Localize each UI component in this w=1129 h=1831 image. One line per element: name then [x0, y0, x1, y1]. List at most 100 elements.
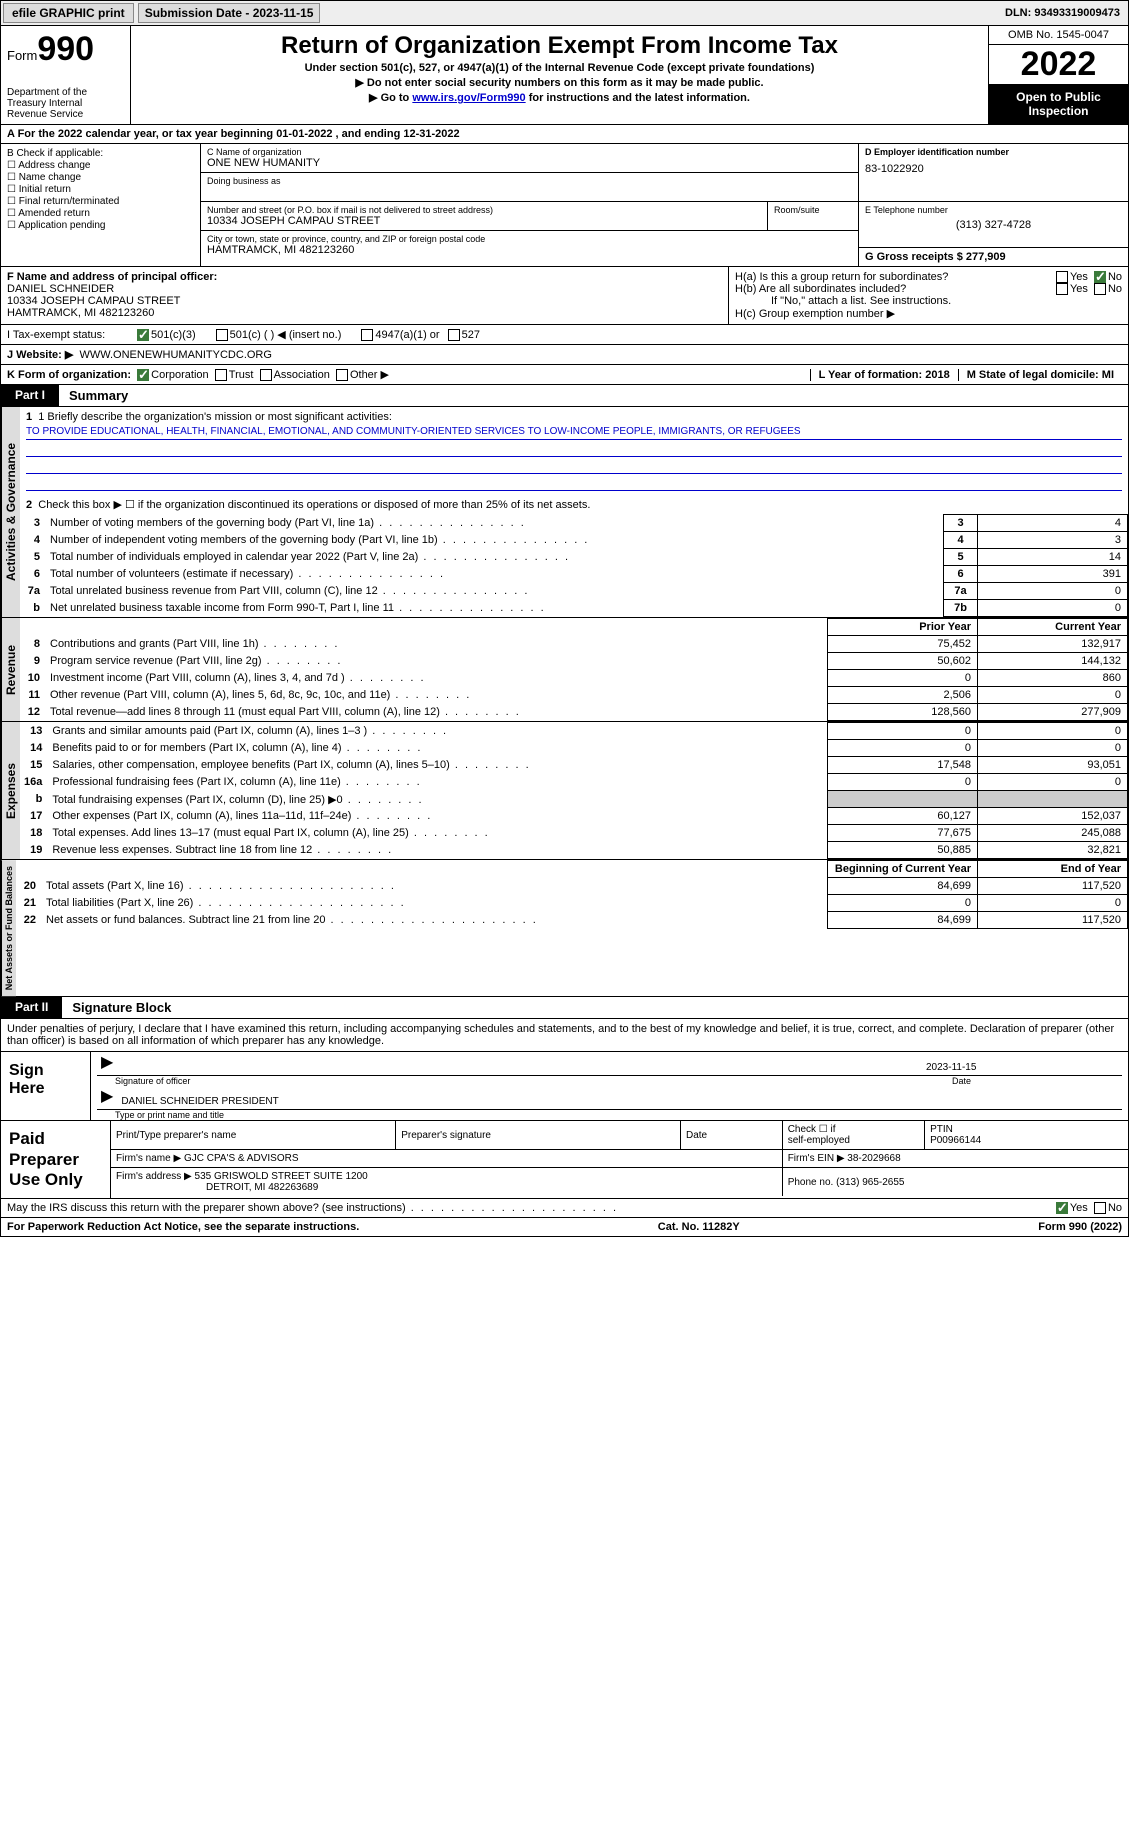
year-formation: L Year of formation: 2018: [810, 369, 958, 381]
mission-blank1: [26, 443, 1122, 457]
ha-no[interactable]: [1094, 271, 1106, 283]
q2: 2 Check this box ▶ ☐ if the organization…: [20, 495, 1128, 514]
ein-value: 83-1022920: [865, 157, 1122, 175]
activities-governance: Activities & Governance 1 1 Briefly desc…: [0, 407, 1129, 618]
page-footer: For Paperwork Reduction Act Notice, see …: [0, 1218, 1129, 1237]
prep-sig-hdr: Preparer's signature: [396, 1121, 681, 1150]
chk-527[interactable]: [448, 329, 460, 341]
paid-preparer: Paid Preparer Use Only Print/Type prepar…: [0, 1121, 1129, 1199]
top-bar: efile GRAPHIC print Submission Date - 20…: [0, 0, 1129, 26]
vtab-activities: Activities & Governance: [1, 407, 20, 617]
chk-assoc[interactable]: [260, 369, 272, 381]
calendar-year-line: A For the 2022 calendar year, or tax yea…: [0, 125, 1129, 144]
part1-title: Summary: [59, 385, 138, 406]
chk-corp[interactable]: [137, 369, 149, 381]
prep-ptin: PTINP00966144: [925, 1121, 1128, 1150]
governance-table: 3Number of voting members of the governi…: [20, 514, 1128, 617]
firm-addr: Firm's address ▶ 535 GRISWOLD STREET SUI…: [111, 1168, 782, 1197]
section-j: J Website: ▶ WWW.ONENEWHUMANITYCDC.ORG: [0, 345, 1129, 365]
chk-501c[interactable]: [216, 329, 228, 341]
sig-date: 2023-11-15: [922, 1052, 1122, 1075]
section-i: I Tax-exempt status: 501(c)(3) 501(c) ( …: [0, 325, 1129, 345]
officer-addr1: 10334 JOSEPH CAMPAU STREET: [7, 295, 180, 307]
prep-date-hdr: Date: [681, 1121, 783, 1150]
expenses-table: 13Grants and similar amounts paid (Part …: [20, 722, 1128, 859]
street-label: Number and street (or P.O. box if mail i…: [207, 205, 761, 215]
chk-other[interactable]: [336, 369, 348, 381]
signature-intro: Under penalties of perjury, I declare th…: [0, 1019, 1129, 1052]
part2-header: Part II Signature Block: [0, 997, 1129, 1019]
ein-label: D Employer identification number: [865, 147, 1122, 157]
city-state-zip: HAMTRAMCK, MI 482123260: [207, 244, 852, 256]
prep-selfemp: Check ☐ ifself-employed: [782, 1121, 924, 1150]
part1-tab: Part I: [1, 385, 59, 406]
firm-name: Firm's name ▶ GJC CPA'S & ADVISORS: [111, 1150, 782, 1168]
gross-receipts: G Gross receipts $ 277,909: [859, 248, 1128, 266]
expenses-section: Expenses 13Grants and similar amounts pa…: [0, 722, 1129, 860]
hb-yes[interactable]: [1056, 283, 1068, 295]
section-f: F Name and address of principal officer:…: [1, 267, 728, 324]
part2-title: Signature Block: [62, 997, 181, 1018]
cat-no: Cat. No. 11282Y: [359, 1221, 1038, 1233]
section-klm: K Form of organization: Corporation Trus…: [0, 365, 1129, 385]
chk-trust[interactable]: [215, 369, 227, 381]
org-name: ONE NEW HUMANITY: [207, 157, 852, 169]
chk-address-change[interactable]: ☐ Address change: [7, 160, 194, 171]
hb-label: H(b) Are all subordinates included?: [735, 283, 1056, 295]
section-bcdeg: B Check if applicable: ☐ Address change …: [0, 144, 1129, 267]
org-name-label: C Name of organization: [207, 147, 852, 157]
omb-number: OMB No. 1545-0047: [989, 26, 1128, 45]
arrow-icon: ▶: [97, 1052, 117, 1075]
submission-date: Submission Date - 2023-11-15: [138, 3, 321, 23]
discuss-yes[interactable]: [1056, 1202, 1068, 1214]
website-url: WWW.ONENEWHUMANITYCDC.ORG: [79, 349, 271, 361]
paperwork-notice: For Paperwork Reduction Act Notice, see …: [7, 1221, 359, 1233]
mission-text: TO PROVIDE EDUCATIONAL, HEALTH, FINANCIA…: [26, 426, 1122, 440]
section-deg: D Employer identification number 83-1022…: [858, 144, 1128, 266]
chk-amended[interactable]: ☐ Amended return: [7, 208, 194, 219]
chk-4947[interactable]: [361, 329, 373, 341]
revenue-section: Revenue Prior YearCurrent Year 8Contribu…: [0, 618, 1129, 722]
mission-blank3: [26, 477, 1122, 491]
revenue-table: Prior YearCurrent Year 8Contributions an…: [20, 618, 1128, 721]
officer-signature[interactable]: [117, 1052, 922, 1075]
mission-blank2: [26, 460, 1122, 474]
vtab-revenue: Revenue: [1, 618, 20, 721]
discuss-no[interactable]: [1094, 1202, 1106, 1214]
paid-preparer-label: Paid Preparer Use Only: [1, 1121, 111, 1198]
efile-print-button[interactable]: efile GRAPHIC print: [3, 3, 134, 23]
dln: DLN: 93493319009473: [997, 5, 1128, 21]
sign-here-label: Sign Here: [1, 1052, 91, 1120]
form-ref: Form 990 (2022): [1038, 1221, 1122, 1233]
section-b: B Check if applicable: ☐ Address change …: [1, 144, 201, 266]
officer-addr2: HAMTRAMCK, MI 482123260: [7, 307, 154, 319]
firm-ein: Firm's EIN ▶ 38-2029668: [782, 1150, 1128, 1168]
vtab-expenses: Expenses: [1, 722, 20, 859]
netassets-section: Net Assets or Fund Balances Beginning of…: [0, 860, 1129, 997]
vtab-netassets: Net Assets or Fund Balances: [1, 860, 16, 996]
phone-value: (313) 327-4728: [865, 215, 1122, 231]
q1-label: 1 1 Briefly describe the organization's …: [26, 411, 1122, 423]
dept-treasury: Department of the Treasury Internal Reve…: [7, 79, 124, 120]
chk-app-pending[interactable]: ☐ Application pending: [7, 220, 194, 231]
form-title: Return of Organization Exempt From Incom…: [139, 32, 980, 60]
form-header: Form990 Department of the Treasury Inter…: [0, 26, 1129, 125]
street-address: 10334 JOSEPH CAMPAU STREET: [207, 215, 761, 227]
ha-label: H(a) Is this a group return for subordin…: [735, 271, 1056, 283]
chk-final-return[interactable]: ☐ Final return/terminated: [7, 196, 194, 207]
hb-note: If "No," attach a list. See instructions…: [735, 295, 1122, 307]
chk-name-change[interactable]: ☐ Name change: [7, 172, 194, 183]
state-domicile: M State of legal domicile: MI: [958, 369, 1122, 381]
form-subtitle: Under section 501(c), 527, or 4947(a)(1)…: [139, 62, 980, 74]
chk-501c3[interactable]: [137, 329, 149, 341]
netassets-table: Beginning of Current YearEnd of Year 20T…: [16, 860, 1128, 929]
sign-here: Sign Here ▶ 2023-11-15 Signature of offi…: [0, 1052, 1129, 1121]
section-h: H(a) Is this a group return for subordin…: [728, 267, 1128, 324]
section-b-label: B Check if applicable:: [7, 148, 194, 159]
city-label: City or town, state or province, country…: [207, 234, 852, 244]
officer-name: DANIEL SCHNEIDER: [7, 283, 114, 295]
irs-link[interactable]: www.irs.gov/Form990: [412, 92, 525, 104]
ha-yes[interactable]: [1056, 271, 1068, 283]
section-c: C Name of organization ONE NEW HUMANITY …: [201, 144, 858, 266]
chk-initial-return[interactable]: ☐ Initial return: [7, 184, 194, 195]
